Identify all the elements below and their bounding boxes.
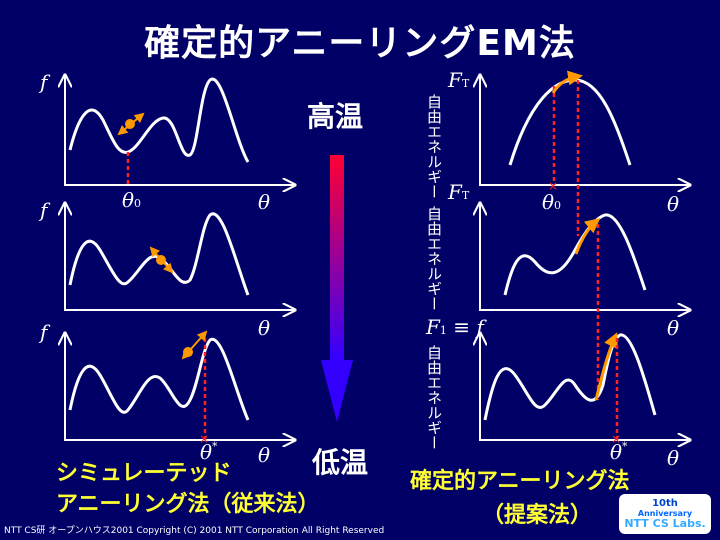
- ntt-cs-labs-10th-logo: 10th Anniversary NTT CS Labs.: [619, 494, 711, 534]
- da-free-energy-label-3: 自由エネルギー: [425, 345, 443, 450]
- da-F-subscript-1: T: [461, 77, 470, 90]
- sa-curve-1: [68, 77, 250, 163]
- da-theta-star-symbol: θ: [610, 440, 623, 464]
- da-equiv-f: ≡ f: [453, 315, 484, 339]
- da-curve-1: [508, 78, 632, 166]
- da-axes-1: [480, 75, 690, 185]
- da-x-label-1: θ: [667, 192, 680, 216]
- da-panel-1: ×: [480, 70, 690, 236]
- temperature-arrow-head: [321, 360, 353, 422]
- da-x-mark-3: ×: [611, 432, 621, 446]
- sa-axes-2: [65, 203, 295, 310]
- da-y-label-2: FT: [448, 180, 469, 204]
- sa-panel-2: [65, 203, 295, 310]
- logo-line2: Anniversary: [637, 509, 693, 518]
- da-curve-3: [483, 333, 657, 421]
- sa-curve-2: [68, 212, 250, 296]
- copyright-footer: NTT CS研 オープンハウス2001 Copyright (C) 2001 N…: [4, 526, 385, 536]
- da-y-label-3: F1 ≡ f: [426, 315, 484, 339]
- sa-theta-star-symbol: θ: [200, 440, 213, 464]
- slide-title: 確定的アニーリングEM法: [144, 23, 576, 64]
- da-caption-line1: 確定的アニーリング法: [410, 469, 630, 494]
- da-free-energy-label-2: 自由エネルギー: [425, 206, 443, 311]
- sa-jitter-arrow-1: [117, 112, 145, 136]
- sa-x-label-3: θ: [258, 443, 271, 467]
- sa-jitter-arrow-2: [149, 246, 174, 274]
- sa-theta0-symbol: θ: [122, 188, 135, 212]
- logo-line3: NTT CS Labs.: [624, 517, 706, 530]
- da-x-label-3: θ: [667, 446, 680, 470]
- da-F-symbol-1: F: [448, 68, 462, 92]
- da-F-symbol-3: F: [426, 315, 440, 339]
- da-theta-star-label: θ*: [610, 440, 628, 464]
- da-move-arrow-2: [574, 218, 601, 255]
- da-curve-2: [503, 213, 647, 296]
- temperature-arrow: [321, 155, 353, 422]
- sa-caption-line1: シミュレーテッド: [56, 461, 232, 486]
- sa-x-mark-3: ×: [199, 432, 209, 446]
- high-temperature-label: 高温: [307, 100, 364, 133]
- sa-x-label-2: θ: [258, 316, 271, 340]
- sa-jitter-arrow-3: [181, 330, 208, 360]
- da-x-label-2: θ: [667, 316, 680, 340]
- low-temperature-label: 低温: [312, 446, 369, 479]
- da-caption-line2: （提案法）: [482, 503, 593, 528]
- da-y-label-1: FT: [448, 68, 469, 92]
- da-axes-3: [480, 333, 690, 440]
- da-free-energy-label-1: 自由エネルギー: [425, 94, 443, 199]
- da-panel-2: [480, 203, 690, 400]
- sa-caption-line2: アニーリング法（従来法）: [56, 492, 320, 517]
- sa-y-label-3: f: [40, 320, 48, 344]
- sa-axes-1: [65, 75, 295, 185]
- sa-theta-star-label: θ*: [200, 440, 218, 464]
- sa-panel-3: ×: [65, 330, 295, 446]
- da-move-arrow-1: [551, 70, 583, 94]
- sa-theta0-label: θ0: [122, 188, 141, 212]
- da-theta0-label: θ0: [542, 190, 561, 214]
- sa-y-label-2: f: [40, 198, 48, 222]
- da-F-subscript-3: 1: [439, 324, 447, 337]
- sa-y-label-1: f: [40, 70, 48, 94]
- da-axes-2: [480, 203, 690, 310]
- da-theta-star-superscript: *: [622, 440, 628, 453]
- sa-panel-1: [65, 75, 295, 185]
- sa-theta0-subscript: 0: [134, 197, 142, 210]
- temperature-arrow-shaft: [330, 155, 344, 360]
- da-x-mark-1: ×: [548, 179, 558, 193]
- sa-axes-3: [65, 333, 295, 440]
- da-F-subscript-2: T: [461, 189, 470, 202]
- sa-x-label-1: θ: [258, 190, 271, 214]
- sa-curve-3: [68, 337, 250, 421]
- da-move-arrow-3: [594, 332, 618, 401]
- logo-line1: 10th: [652, 498, 678, 509]
- da-theta0-subscript: 0: [554, 199, 562, 212]
- da-theta0-symbol: θ: [542, 190, 555, 214]
- sa-theta-star-superscript: *: [212, 440, 218, 453]
- da-panel-3: ×: [480, 333, 690, 446]
- da-F-symbol-2: F: [448, 180, 462, 204]
